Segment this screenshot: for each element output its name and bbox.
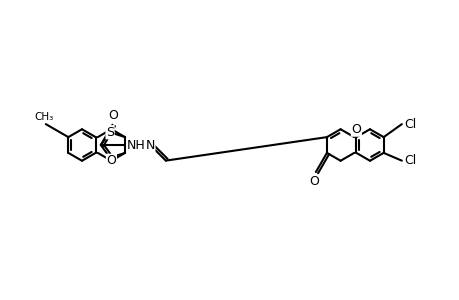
Text: NH: NH <box>127 139 146 152</box>
Text: O: O <box>308 175 318 188</box>
Text: CH₃: CH₃ <box>34 112 53 122</box>
Text: S: S <box>106 126 114 139</box>
Text: O: O <box>108 109 118 122</box>
Text: O: O <box>106 154 116 167</box>
Text: N: N <box>145 139 155 152</box>
Text: Cl: Cl <box>403 154 415 167</box>
Text: Cl: Cl <box>403 118 415 130</box>
Text: O: O <box>351 123 360 136</box>
